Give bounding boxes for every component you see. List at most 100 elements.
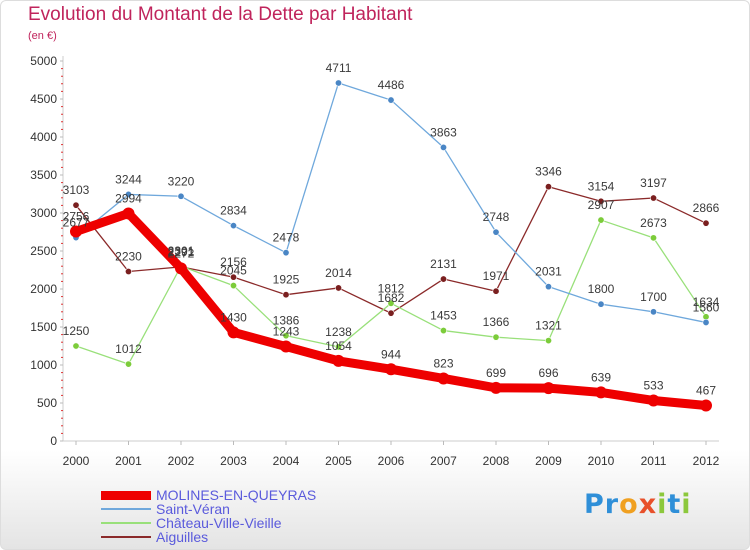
chart-title: Evolution du Montant de la Dette par Hab… [28,4,413,25]
logo-letter: i [657,489,668,520]
y-tick-label: 1000 [30,358,57,372]
data-label: 2156 [220,255,247,269]
x-tick-label: 2012 [693,454,720,468]
x-tick-label: 2008 [483,454,510,468]
data-label: 699 [486,366,506,380]
data-point [439,327,447,335]
data-label: 2907 [588,198,615,212]
data-label: 1682 [378,291,405,305]
data-point [122,207,135,220]
y-tick-label: 3000 [30,206,57,220]
data-label: 1925 [273,273,300,287]
data-label: 2866 [693,201,720,215]
data-point [387,309,395,317]
legend-label: MOLINES-EN-QUEYRAS [156,487,317,503]
data-point [125,360,133,368]
x-tick-label: 2007 [430,454,457,468]
data-label: 1250 [63,324,90,338]
data-point [230,273,238,281]
data-label: 467 [696,384,716,398]
data-label: 1453 [430,309,457,323]
data-point [125,268,133,276]
data-label: 4711 [326,61,352,75]
data-label: 2230 [115,250,142,264]
y-tick-label: 3500 [30,168,57,182]
data-point [387,96,395,104]
data-point [490,381,502,394]
data-point [597,300,605,308]
data-label: 1366 [483,315,510,329]
logo-letter: x [638,489,658,520]
logo-letter: o [619,489,639,520]
x-tick-label: 2002 [168,454,195,468]
data-point [649,194,657,202]
data-point [334,343,342,351]
x-tick-label: 2011 [641,454,667,468]
x-tick-label: 2006 [378,454,405,468]
data-label: 2478 [273,231,300,245]
data-label: 696 [538,366,558,380]
x-tick-label: 2001 [115,454,142,468]
data-point [175,262,187,275]
y-tick-label: 4500 [30,92,57,106]
legend-swatch [101,490,151,500]
data-label: 3346 [535,165,562,179]
data-point [227,326,240,339]
data-label: 3197 [640,176,667,190]
data-label: 2291 [168,245,195,259]
data-point [647,394,660,407]
data-point [72,342,80,350]
data-label: 1243 [273,325,300,339]
legend-swatch [101,536,151,538]
data-label: 2301 [168,244,195,258]
data-label: 1800 [588,282,615,296]
data-point [544,183,552,191]
data-point [177,192,185,200]
data-label: 2834 [220,204,247,218]
data-point [437,372,450,385]
data-label: 2994 [115,191,142,205]
x-tick-label: 2005 [325,454,352,468]
x-tick-label: 2003 [220,454,247,468]
proxiti-logo: Proxiti [584,489,692,520]
y-tick-label: 5000 [30,54,57,68]
data-label: 1238 [325,325,352,339]
data-point [334,284,342,292]
y-tick-label: 2500 [30,244,57,258]
data-label: 2677 [63,216,90,230]
legend-label: Château-Ville-Vieille [156,515,282,531]
data-point [280,340,292,353]
x-tick-label: 2010 [588,454,615,468]
data-label: 823 [433,356,453,370]
data-point [70,225,82,238]
data-label: 1812 [378,281,405,295]
data-point [542,382,555,395]
data-label: 1012 [115,342,142,356]
data-label: 1054 [325,339,352,353]
data-point [439,275,447,283]
data-label: 2131 [430,257,457,271]
data-point [334,79,342,87]
logo-letter: P [584,489,605,520]
y-tick-label: 1500 [30,320,57,334]
y-tick-label: 0 [50,434,57,448]
data-point [492,333,500,341]
data-point [702,318,710,326]
data-point [544,283,552,291]
data-label: 3103 [63,183,90,197]
data-point [649,234,657,242]
logo-letter: t [667,489,682,520]
data-label: 3220 [168,174,195,188]
data-label: 1560 [693,300,720,314]
data-point [649,308,657,316]
x-tick-label: 2000 [63,454,90,468]
legend-swatch [101,522,151,524]
data-point [595,386,607,399]
data-point [282,332,290,340]
data-point [282,249,290,257]
data-point [492,287,500,295]
data-label: 2045 [220,264,247,278]
legend-swatch [101,508,151,510]
data-point [230,282,238,290]
